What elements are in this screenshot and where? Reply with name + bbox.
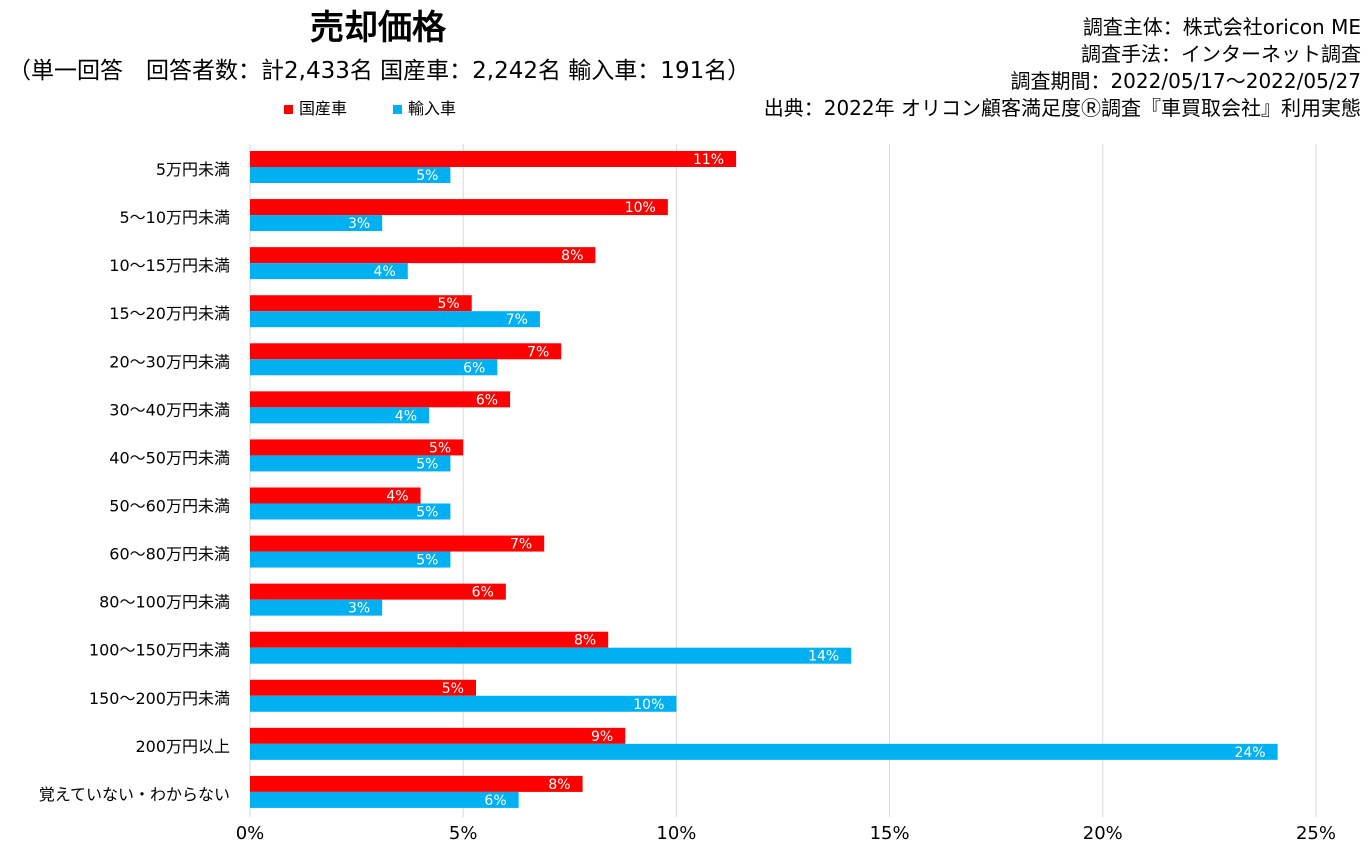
data-label-imported: 6% bbox=[463, 360, 485, 376]
data-label-domestic: 7% bbox=[510, 537, 532, 553]
legend-label-domestic: 国産車 bbox=[299, 99, 348, 118]
bar-imported bbox=[250, 743, 1278, 760]
bar-domestic bbox=[250, 439, 464, 456]
legend-label-imported: 輸入車 bbox=[408, 99, 457, 118]
bar-imported bbox=[250, 551, 451, 568]
meta-period: 調査期間：2022/05/17～2022/05/27 bbox=[1010, 69, 1361, 93]
data-label-imported: 5% bbox=[416, 553, 438, 569]
bar-imported bbox=[250, 215, 383, 232]
bar-imported bbox=[250, 167, 451, 183]
bar-domestic bbox=[250, 583, 506, 600]
category-label: 5万円未満 bbox=[156, 160, 230, 179]
data-label-domestic: 9% bbox=[591, 729, 613, 745]
data-label-imported: 10% bbox=[633, 697, 664, 713]
data-label-domestic: 8% bbox=[574, 633, 596, 649]
data-label-domestic: 6% bbox=[476, 392, 498, 408]
data-label-imported: 6% bbox=[484, 793, 506, 809]
bar-domestic bbox=[250, 727, 626, 744]
bar-domestic bbox=[250, 535, 545, 552]
category-label: 40～50万円未満 bbox=[109, 448, 230, 467]
data-label-domestic: 8% bbox=[561, 248, 583, 264]
survey-meta: 調査主体：株式会社oricon ME 調査手法：インターネット調査 調査期間：2… bbox=[764, 14, 1361, 122]
data-label-imported: 24% bbox=[1234, 745, 1265, 761]
data-label-domestic: 10% bbox=[625, 200, 656, 216]
category-label: 30～40万円未満 bbox=[109, 400, 230, 419]
category-label: 60～80万円未満 bbox=[109, 545, 230, 564]
category-label: 10～15万円未満 bbox=[109, 256, 230, 275]
bar-domestic bbox=[250, 391, 511, 408]
data-label-domestic: 5% bbox=[438, 296, 460, 312]
legend-swatch-imported bbox=[393, 104, 403, 114]
legend-item-imported: 輸入車 bbox=[393, 98, 456, 120]
bar-domestic bbox=[250, 487, 421, 504]
data-label-imported: 3% bbox=[348, 601, 370, 617]
data-label-domestic: 5% bbox=[442, 681, 464, 697]
data-label-domestic: 4% bbox=[386, 488, 408, 504]
data-label-imported: 7% bbox=[506, 312, 528, 328]
legend: 国産車 輸入車 bbox=[284, 98, 456, 120]
bar-domestic bbox=[250, 151, 737, 167]
chart-title: 売却価格 bbox=[310, 8, 446, 48]
x-tick-label: 20% bbox=[1083, 823, 1123, 844]
category-label: 200万円以上 bbox=[135, 737, 230, 756]
data-label-imported: 4% bbox=[374, 264, 396, 280]
x-tick-label: 5% bbox=[449, 823, 478, 844]
category-label: 100～150万円未満 bbox=[89, 641, 230, 660]
bar-imported bbox=[250, 599, 383, 616]
data-label-imported: 5% bbox=[416, 456, 438, 472]
x-tick-label: 25% bbox=[1296, 823, 1336, 844]
bar-domestic bbox=[250, 775, 583, 792]
x-tick-label: 0% bbox=[236, 823, 265, 844]
data-label-domestic: 5% bbox=[429, 440, 451, 456]
data-label-imported: 4% bbox=[395, 408, 417, 424]
bar-imported bbox=[250, 455, 451, 472]
meta-method: 調査手法：インターネット調査 bbox=[1081, 42, 1361, 66]
bar-imported bbox=[250, 503, 451, 520]
bar-imported bbox=[250, 647, 852, 664]
data-label-domestic: 6% bbox=[472, 585, 494, 601]
data-label-imported: 5% bbox=[416, 168, 438, 184]
category-label: 150～200万円未満 bbox=[89, 689, 230, 708]
bar-imported bbox=[250, 791, 519, 808]
bar-imported bbox=[250, 359, 498, 376]
meta-source: 出典：2022年 オリコン顧客満足度Ⓡ調査『車買取会社』利用実態 bbox=[763, 96, 1361, 120]
bar-imported bbox=[250, 407, 430, 424]
category-label: 80～100万円未満 bbox=[99, 593, 230, 612]
category-label: 15～20万円未満 bbox=[109, 304, 230, 323]
legend-swatch-domestic bbox=[284, 104, 293, 114]
category-label: 5～10万円未満 bbox=[119, 208, 230, 227]
bar-imported bbox=[250, 695, 677, 712]
x-tick-label: 10% bbox=[656, 823, 696, 844]
bar-domestic bbox=[250, 247, 596, 264]
category-label: 覚えていない・わからない bbox=[39, 785, 230, 804]
data-label-imported: 5% bbox=[416, 504, 438, 520]
data-label-domestic: 8% bbox=[548, 777, 570, 793]
bar-domestic bbox=[250, 631, 609, 648]
legend-item-domestic: 国産車 bbox=[284, 98, 347, 120]
category-label: 20～30万円未満 bbox=[109, 352, 230, 371]
x-tick-label: 15% bbox=[870, 823, 910, 844]
bar-imported bbox=[250, 263, 408, 280]
category-label: 50～60万円未満 bbox=[109, 496, 230, 515]
data-label-imported: 14% bbox=[808, 649, 839, 665]
bar-domestic bbox=[250, 679, 476, 696]
data-label-domestic: 7% bbox=[527, 344, 549, 360]
bar-domestic bbox=[250, 343, 562, 360]
data-label-imported: 3% bbox=[348, 216, 370, 232]
chart-subtitle: （単一回答 回答者数：計2,433名 国産車：2,242名 輸入車：191名） bbox=[8, 58, 751, 84]
data-label-domestic: 11% bbox=[693, 152, 724, 168]
meta-organizer: 調査主体：株式会社oricon ME bbox=[1082, 15, 1361, 39]
bar-imported bbox=[250, 311, 540, 328]
bar-domestic bbox=[250, 199, 668, 216]
bar-domestic bbox=[250, 295, 472, 312]
